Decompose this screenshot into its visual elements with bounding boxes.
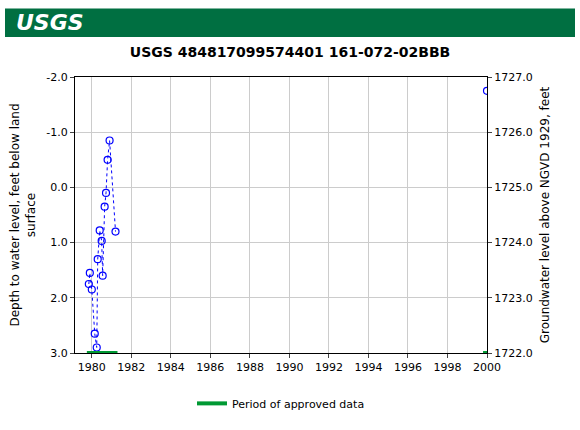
svg-text:1980: 1980 [78, 361, 106, 374]
svg-text:1727.0: 1727.0 [494, 71, 533, 84]
svg-text:1725.0: 1725.0 [494, 181, 533, 194]
svg-text:0.0: 0.0 [50, 181, 68, 194]
svg-text:1723.0: 1723.0 [494, 292, 533, 305]
svg-text:1.0: 1.0 [50, 236, 68, 249]
svg-text:1996: 1996 [394, 361, 422, 374]
svg-text:USGS: USGS [16, 10, 84, 35]
svg-text:1988: 1988 [236, 361, 264, 374]
svg-text:-1.0: -1.0 [46, 126, 67, 139]
svg-text:-2.0: -2.0 [46, 71, 67, 84]
svg-text:2.0: 2.0 [50, 292, 68, 305]
svg-text:1982: 1982 [117, 361, 145, 374]
svg-text:Depth to water level, feet bel: Depth to water level, feet below landsur… [8, 103, 38, 326]
svg-text:3.0: 3.0 [50, 347, 68, 360]
svg-text:1994: 1994 [354, 361, 382, 374]
svg-text:Groundwater level above NGVD 1: Groundwater level above NGVD 1929, feet [538, 86, 552, 343]
svg-text:1998: 1998 [433, 361, 461, 374]
svg-text:1986: 1986 [196, 361, 224, 374]
svg-text:1724.0: 1724.0 [494, 236, 533, 249]
svg-text:Period of approved data: Period of approved data [232, 398, 364, 411]
svg-text:1726.0: 1726.0 [494, 126, 533, 139]
svg-text:1984: 1984 [157, 361, 185, 374]
svg-text:1992: 1992 [315, 361, 343, 374]
svg-text:USGS 484817099574401 161-072-0: USGS 484817099574401 161-072-02BBB [130, 44, 450, 60]
svg-text:1722.0: 1722.0 [494, 347, 533, 360]
svg-text:1990: 1990 [275, 361, 303, 374]
svg-text:2000: 2000 [473, 361, 501, 374]
